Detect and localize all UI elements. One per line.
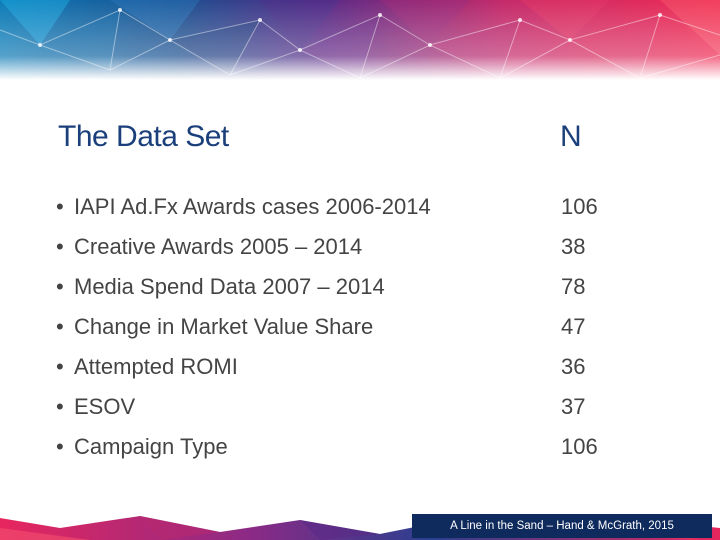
row-n-value: 78 [561, 274, 586, 299]
row-label: ESOV [74, 394, 136, 419]
row-n-value: 106 [561, 434, 598, 459]
footer-citation: A Line in the Sand – Hand & McGrath, 201… [412, 514, 712, 538]
row-label: IAPI Ad.Fx Awards cases 2006-2014 [74, 194, 431, 219]
row-n-value: 38 [561, 234, 586, 259]
list-item: • Attempted ROMI 36 [56, 348, 656, 388]
list-item: • IAPI Ad.Fx Awards cases 2006-2014 106 [56, 188, 656, 228]
n-column-header: N [560, 120, 582, 153]
list-item: • Campaign Type 106 [56, 428, 656, 468]
row-label: Change in Market Value Share [74, 314, 374, 339]
list-item: • ESOV 37 [56, 388, 656, 428]
bullet-icon: • [56, 354, 64, 379]
row-n-value: 37 [561, 394, 586, 419]
row-label: Media Spend Data 2007 – 2014 [74, 274, 385, 299]
bullet-icon: • [56, 434, 64, 459]
bullet-icon: • [56, 234, 64, 259]
row-n-value: 106 [561, 194, 598, 219]
bullet-icon: • [56, 314, 64, 339]
slide-title: The Data Set [58, 120, 229, 153]
list-item: • Creative Awards 2005 – 2014 38 [56, 228, 656, 268]
bullet-icon: • [56, 194, 64, 219]
row-label: Creative Awards 2005 – 2014 [74, 234, 363, 259]
data-set-list: • IAPI Ad.Fx Awards cases 2006-2014 106 … [56, 188, 656, 468]
list-item: • Media Spend Data 2007 – 2014 78 [56, 268, 656, 308]
bullet-icon: • [56, 394, 64, 419]
row-n-value: 36 [561, 354, 586, 379]
bullet-icon: • [56, 274, 64, 299]
row-n-value: 47 [561, 314, 586, 339]
decorative-banner [0, 0, 720, 80]
row-label: Campaign Type [74, 434, 228, 459]
list-item: • Change in Market Value Share 47 [56, 308, 656, 348]
row-label: Attempted ROMI [74, 354, 238, 379]
